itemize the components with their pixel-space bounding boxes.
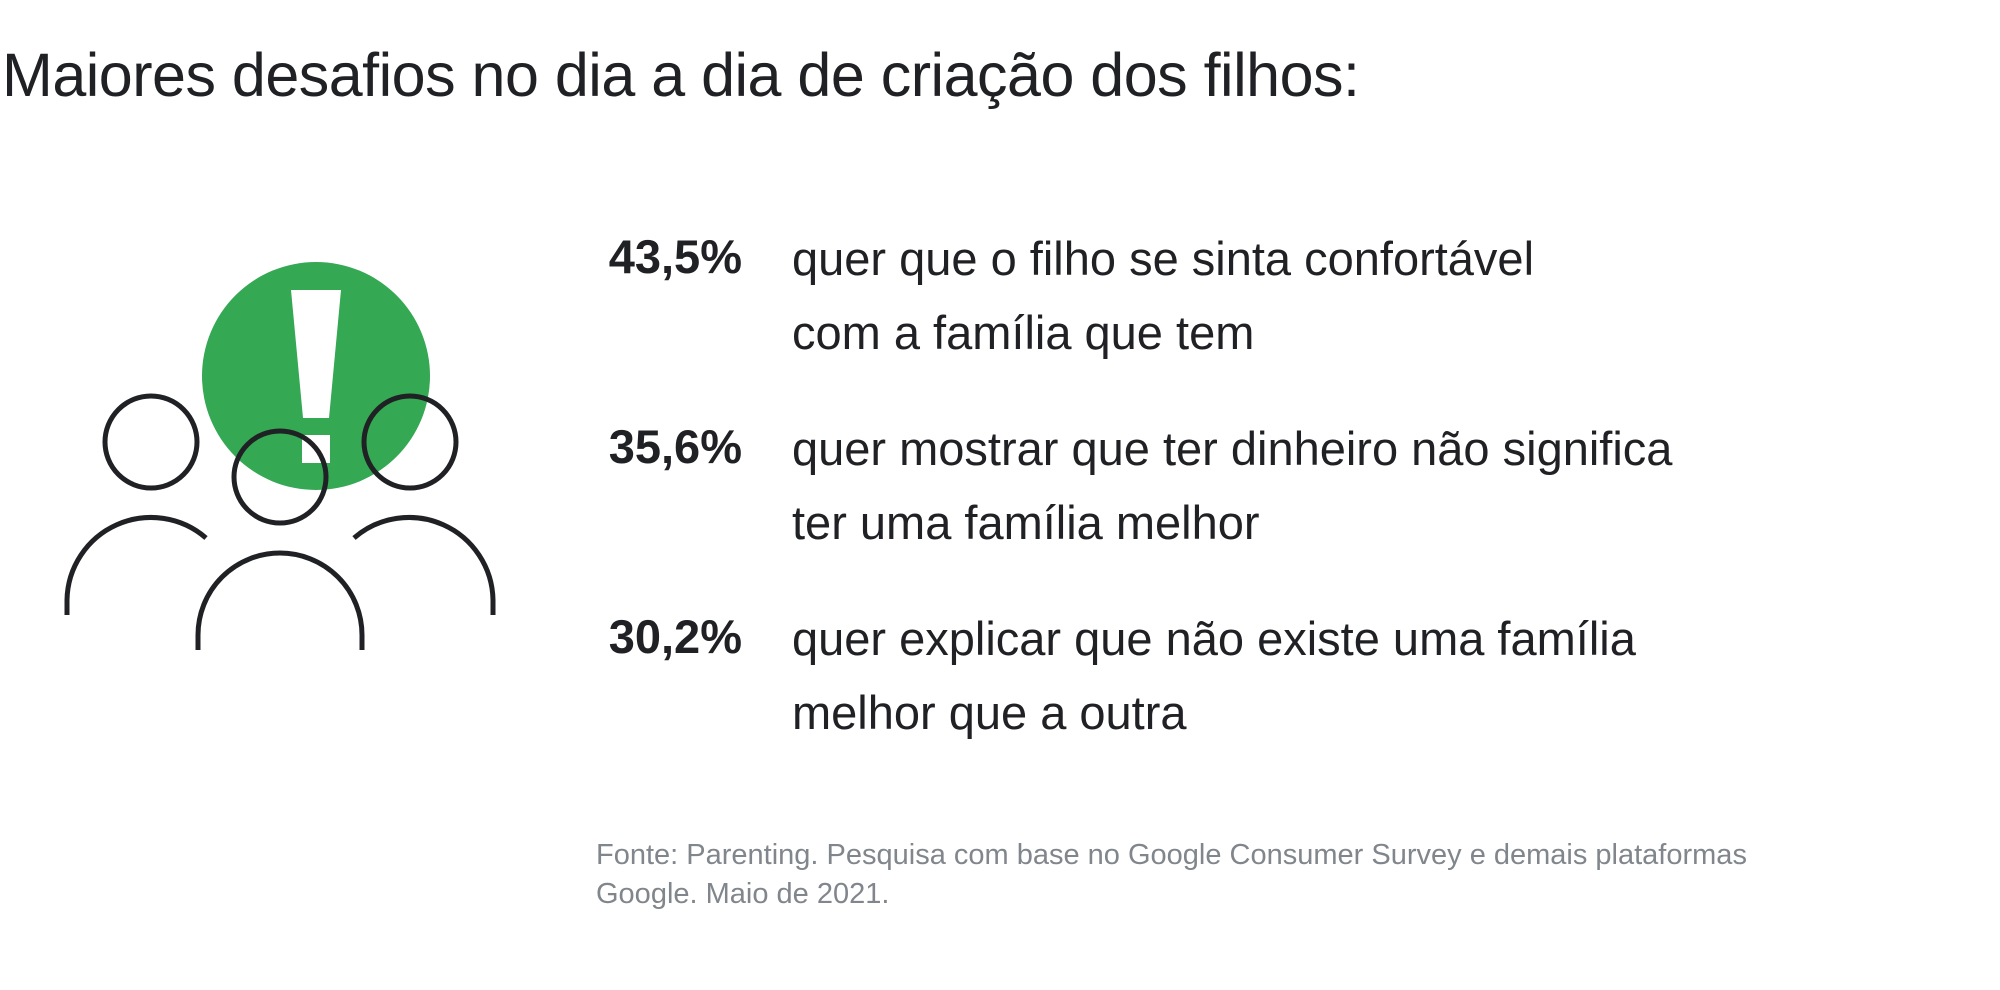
stats-list: 43,5% quer que o filho se sinta confortá… bbox=[580, 222, 1980, 792]
person-right-head-icon bbox=[361, 393, 459, 491]
stat-description-line: quer mostrar que ter dinheiro não signif… bbox=[792, 422, 1673, 475]
person-right-body-icon bbox=[352, 514, 496, 615]
stat-description-line: quer explicar que não existe uma família bbox=[792, 612, 1636, 665]
people-group-icon bbox=[64, 262, 496, 650]
stat-item: 43,5% quer que o filho se sinta confortá… bbox=[580, 222, 1980, 412]
person-center-head-icon bbox=[231, 428, 329, 526]
person-center-body-icon bbox=[195, 550, 365, 650]
source-line: Google. Maio de 2021. bbox=[596, 878, 890, 910]
stat-item: 35,6% quer mostrar que ter dinheiro não … bbox=[580, 412, 1980, 602]
alert-exclamation-icon bbox=[291, 290, 341, 463]
stat-description-line: ter uma família melhor bbox=[792, 496, 1260, 549]
stat-item: 30,2% quer explicar que não existe uma f… bbox=[580, 602, 1980, 792]
source-line: Fonte: Parenting. Pesquisa com base no G… bbox=[596, 839, 1747, 871]
page-title: Maiores desafios no dia a dia de criação… bbox=[2, 41, 1360, 109]
stat-description-line: quer que o filho se sinta confortável bbox=[792, 232, 1535, 285]
person-left-head-icon bbox=[102, 393, 200, 491]
person-left-body-icon bbox=[64, 514, 208, 615]
source-note: Fonte: Parenting. Pesquisa com base no G… bbox=[596, 836, 1856, 914]
family-alert-illustration bbox=[60, 255, 500, 665]
stat-percentage: 43,5% bbox=[608, 230, 742, 283]
stat-description: quer que o filho se sinta confortável co… bbox=[792, 222, 1892, 370]
stat-description: quer explicar que não existe uma família… bbox=[792, 602, 1892, 750]
stat-percentage: 30,2% bbox=[608, 610, 742, 663]
stat-description: quer mostrar que ter dinheiro não signif… bbox=[792, 412, 1892, 560]
stat-description-line: com a família que tem bbox=[792, 306, 1255, 359]
stat-description-line: melhor que a outra bbox=[792, 686, 1187, 739]
stat-percentage: 35,6% bbox=[608, 420, 742, 473]
